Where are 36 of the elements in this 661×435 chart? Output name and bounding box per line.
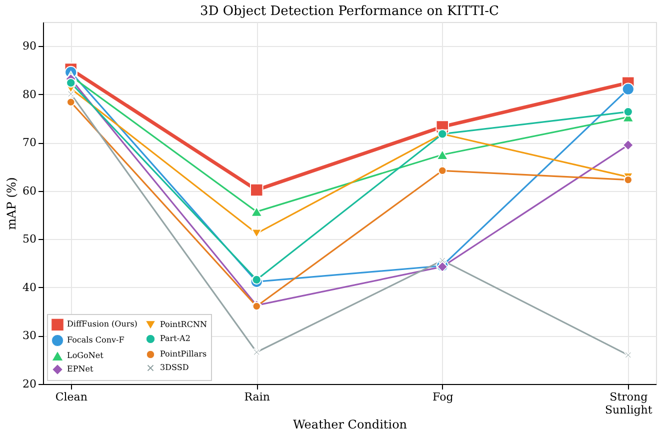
y-tick-label: 60 [22, 184, 36, 198]
legend-label: EPNet [67, 364, 94, 374]
point [436, 149, 448, 160]
point [251, 228, 262, 238]
x-tick-label: Clean [55, 390, 88, 404]
chart-title: 3D Object Detection Performance on KITTI-C [200, 4, 500, 19]
y-tick-label: 50 [22, 232, 36, 246]
legend-label: PointPillars [160, 350, 207, 358]
legend-label: LoGoNet [67, 351, 104, 360]
x-tick-label: Fog [432, 390, 454, 404]
x-tick-label: Strong Sunlight [604, 390, 653, 416]
point [252, 274, 262, 285]
y-tick-label: 80 [22, 88, 36, 101]
point [622, 139, 634, 151]
y-tick-label: 70 [22, 136, 36, 150]
point [250, 206, 263, 217]
point [622, 82, 634, 96]
legend-label: Focals Conv-F [67, 336, 125, 344]
y-tick-label: 20 [22, 378, 36, 390]
point [67, 90, 75, 98]
x-tick-label: Rain [244, 390, 270, 404]
legend-label: PointRCNN [160, 320, 207, 329]
y-tick-label: 30 [22, 329, 36, 342]
y-tick-label: 40 [22, 280, 36, 294]
point [438, 166, 447, 176]
legend-label: DiffFusion (Ours) [67, 320, 138, 329]
x-axis-title: Weather Condition [292, 418, 408, 432]
point [252, 348, 260, 356]
point [250, 183, 264, 197]
legend-label: Part-A2 [160, 334, 190, 343]
legend-label: 3DSSD [160, 363, 189, 372]
point [66, 78, 76, 88]
y-axis-title: mAP (%) [4, 177, 19, 230]
point [624, 351, 632, 359]
point [623, 106, 633, 117]
y-tick-label: 90 [22, 40, 36, 53]
